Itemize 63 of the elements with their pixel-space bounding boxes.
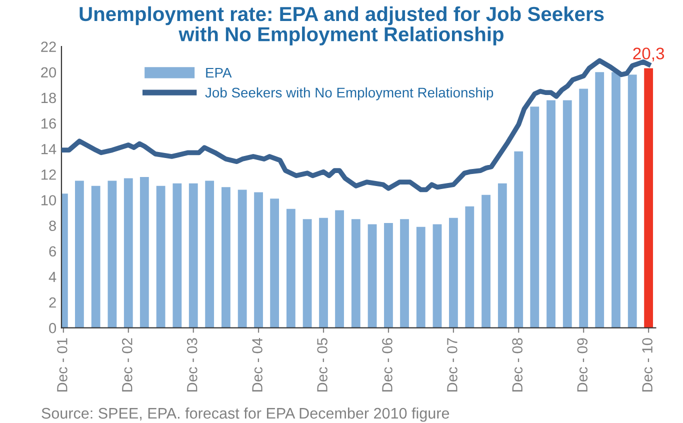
- bar: [368, 224, 377, 328]
- bar: [156, 186, 166, 328]
- bar: [579, 88, 588, 328]
- data-label: 20,3: [633, 48, 664, 62]
- bar: [222, 187, 230, 328]
- bar: [351, 219, 360, 328]
- bar: [319, 218, 328, 328]
- bar: [238, 190, 247, 328]
- y-tick-label: 6: [49, 246, 56, 257]
- bar: [205, 180, 214, 328]
- y-tick-label: 2: [49, 297, 56, 308]
- y-tick-label: 14: [42, 144, 56, 154]
- bar: [546, 100, 556, 328]
- legend-label: EPA: [206, 68, 232, 78]
- bar: [188, 183, 198, 328]
- bar: [302, 219, 312, 328]
- chart-title: Unemployment rate: EPA and adjusted for Job Seekers with No Employment Relationship: [80, 6, 604, 46]
- y-tick-label: 0: [49, 322, 56, 334]
- bar: [530, 106, 540, 328]
- bar: [254, 192, 263, 328]
- bar: [432, 224, 442, 328]
- x-tick-label: Dec - 03: [186, 338, 198, 392]
- bar: [514, 151, 524, 328]
- y-tick-label: 12: [42, 169, 56, 180]
- bar: [108, 180, 117, 328]
- y-tick-label: 22: [41, 42, 56, 52]
- bar: [270, 198, 280, 328]
- bar: [644, 68, 654, 328]
- bar: [465, 206, 474, 328]
- bar: [124, 178, 133, 328]
- bar: [91, 186, 100, 328]
- bar: [140, 176, 149, 328]
- bar: [562, 100, 572, 328]
- bar: [400, 219, 409, 328]
- legend-label: Job Seekers with No Employment Relationship: [205, 87, 494, 100]
- x-tick-label: Dec - 09: [577, 338, 588, 392]
- x-tick-label: Dec - 02: [122, 338, 132, 392]
- source-note: Source: SPEE, EPA. forecast for EPA December 2010 figure: [42, 407, 450, 422]
- bar: [449, 218, 458, 328]
- x-tick-label: Dec - 05: [317, 338, 328, 392]
- bar: [335, 210, 344, 328]
- x-tick-label: Dec - 07: [447, 338, 458, 392]
- bar: [172, 183, 182, 328]
- x-tick-label: Dec - 01: [57, 338, 68, 392]
- y-tick-label: 16: [42, 118, 56, 129]
- y-tick-label: 18: [42, 92, 56, 104]
- bar: [628, 74, 637, 328]
- bar: [498, 183, 507, 328]
- bar: [595, 72, 604, 328]
- bar: [384, 222, 393, 328]
- y-tick-label: 8: [49, 220, 56, 231]
- bar: [75, 180, 84, 328]
- x-tick-label: Dec - 04: [252, 338, 262, 392]
- bar: [286, 208, 296, 328]
- y-tick-label: 10: [42, 195, 56, 206]
- x-tick-label: Dec - 06: [382, 338, 392, 392]
- bar: [612, 72, 620, 328]
- bar: [416, 226, 426, 328]
- x-tick-label: Dec - 10: [642, 338, 652, 392]
- y-tick-label: 20: [41, 67, 56, 78]
- y-tick-label: 4: [48, 272, 56, 282]
- bar: [482, 194, 490, 328]
- x-tick-label: Dec - 08: [512, 338, 523, 392]
